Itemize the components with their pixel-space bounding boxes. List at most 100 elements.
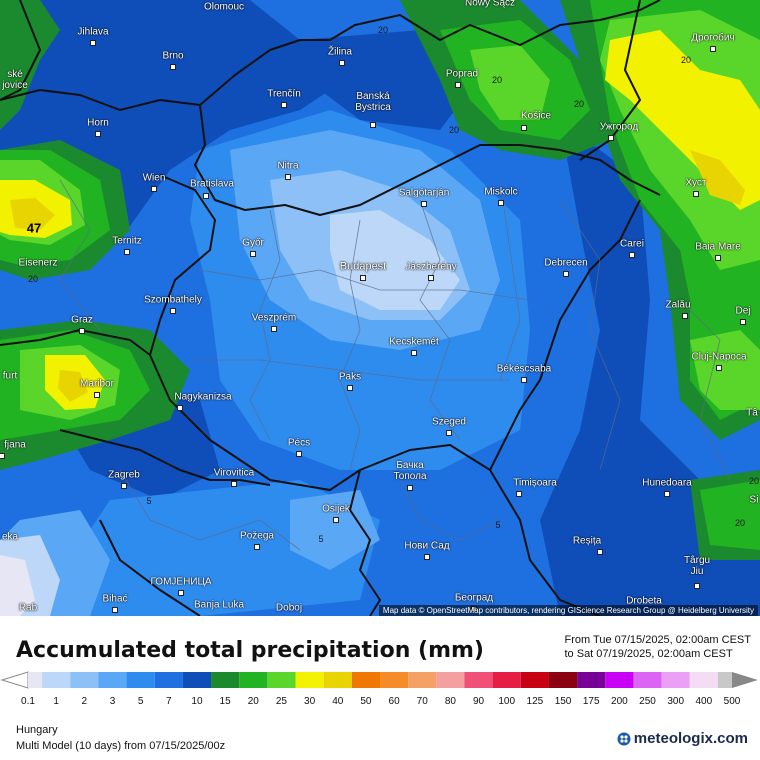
city-marker bbox=[597, 549, 603, 555]
legend-label: 30 bbox=[304, 696, 316, 707]
city-marker bbox=[178, 590, 184, 596]
city-label-ta: Tâ bbox=[746, 407, 758, 419]
city-label-gyor: Győr bbox=[242, 237, 264, 249]
city-label-salgotarjan: Salgótarján bbox=[398, 187, 450, 199]
brand-text: meteologix.com bbox=[633, 730, 748, 747]
city-label-ljubljana: fjana bbox=[4, 439, 26, 451]
city-label-doboj: Doboj bbox=[275, 602, 303, 614]
legend-arrow-left bbox=[0, 671, 29, 689]
legend-label: 150 bbox=[554, 696, 572, 707]
legend-swatch bbox=[380, 672, 409, 688]
legend-label: 80 bbox=[444, 696, 456, 707]
contour-label: 5 bbox=[495, 520, 501, 530]
contour-label: 20 bbox=[377, 25, 389, 35]
city-marker bbox=[231, 481, 237, 487]
city-label-ternitz: Ternitz bbox=[112, 235, 142, 247]
legend-label: 125 bbox=[526, 696, 544, 707]
time-range-end: to Sat 07/19/2025, 02:00am CEST bbox=[564, 648, 733, 660]
legend-label: 200 bbox=[611, 696, 628, 707]
contour-label: 20 bbox=[573, 99, 585, 109]
legend-label: 10 bbox=[191, 696, 203, 707]
city-marker bbox=[177, 405, 183, 411]
city-marker bbox=[296, 451, 302, 457]
legend-swatch bbox=[267, 672, 296, 688]
city-label-jihlava: Jihlava bbox=[77, 26, 109, 38]
contour-label: 20 bbox=[748, 476, 760, 486]
city-label-szombathely: Szombathely bbox=[144, 294, 202, 306]
city-label-resita: Reșița bbox=[572, 535, 602, 547]
city-label-horn: Horn bbox=[87, 117, 109, 129]
city-marker bbox=[411, 350, 417, 356]
city-marker bbox=[716, 365, 722, 371]
map-attribution[interactable]: Map data © OpenStreetMap contributors, r… bbox=[378, 605, 758, 616]
legend-swatch bbox=[295, 672, 324, 688]
city-marker bbox=[124, 249, 130, 255]
city-label-kosice: Košice bbox=[520, 110, 552, 122]
city-label-bihac: Bihać bbox=[102, 593, 128, 605]
city-marker bbox=[333, 517, 339, 523]
city-label-paks: Paks bbox=[338, 371, 362, 383]
city-marker bbox=[516, 491, 522, 497]
contour-label: 20 bbox=[491, 75, 503, 85]
city-label-kecskemet: Kecskemét bbox=[389, 336, 439, 348]
city-marker bbox=[360, 275, 366, 281]
city-marker bbox=[271, 326, 277, 332]
legend-swatch bbox=[351, 672, 380, 688]
city-marker bbox=[521, 377, 527, 383]
precipitation-map[interactable]: 47 20 20 20 20 20 20 20 5 5 5 20 Olomouc… bbox=[0, 0, 760, 616]
city-marker bbox=[250, 251, 256, 257]
city-marker bbox=[170, 64, 176, 70]
legend-label: 90 bbox=[472, 696, 485, 707]
city-label-baia-mare: Baia Mare bbox=[695, 241, 741, 253]
city-label-nowy-sacz: Nowy Sącz bbox=[464, 0, 516, 9]
legend-swatch bbox=[464, 672, 493, 688]
legend-label: 400 bbox=[695, 696, 713, 707]
city-label-bekescsaba: Békéscsaba bbox=[496, 363, 552, 375]
city-label-furt: furt bbox=[2, 370, 18, 382]
legend-label: 0.1 bbox=[21, 696, 35, 707]
legend-label: 70 bbox=[416, 696, 428, 707]
legend-swatch bbox=[323, 672, 352, 688]
legend-label: 60 bbox=[388, 696, 400, 707]
contour-label: 5 bbox=[318, 534, 324, 544]
city-label-zalau: Zalău bbox=[665, 299, 691, 311]
city-marker bbox=[151, 186, 157, 192]
brand-logo[interactable]: meteologix.com bbox=[617, 730, 748, 747]
city-label-budapest: Budapest bbox=[339, 260, 387, 273]
city-marker bbox=[339, 60, 345, 66]
city-marker bbox=[407, 485, 413, 491]
contour-label: 5 bbox=[146, 496, 152, 506]
max-value-label: 47 bbox=[26, 220, 42, 236]
contour-label: 20 bbox=[448, 125, 460, 135]
legend-label: 15 bbox=[219, 696, 231, 707]
city-marker bbox=[608, 135, 614, 141]
city-label-timisoara: Timișoara bbox=[513, 477, 557, 489]
legend-swatch bbox=[98, 672, 127, 688]
legend-swatch bbox=[408, 672, 437, 688]
legend-swatch bbox=[520, 672, 549, 688]
city-label-banska-bystrica: Banská Bystrica bbox=[355, 91, 391, 113]
city-marker bbox=[694, 583, 700, 589]
legend-swatch bbox=[492, 672, 521, 688]
legend-swatch bbox=[605, 672, 634, 688]
legend-swatch bbox=[28, 672, 43, 688]
city-marker bbox=[95, 131, 101, 137]
legend-label: 100 bbox=[498, 696, 516, 707]
city-label-budejovice: ské jovice bbox=[2, 69, 28, 91]
city-label-szeged: Szeged bbox=[432, 416, 466, 428]
city-marker bbox=[740, 319, 746, 325]
legend-swatch bbox=[182, 672, 212, 688]
city-marker bbox=[710, 46, 716, 52]
legend-label: 3 bbox=[109, 696, 116, 707]
city-marker bbox=[563, 271, 569, 277]
city-label-carei: Carei bbox=[620, 238, 644, 250]
legend-labels: 0.1 1 2 3 5 7 10 15 20 25 30 40 50 60 70 80 90 100 125 150 1… bbox=[0, 696, 760, 710]
city-marker bbox=[498, 200, 504, 206]
region-name: Hungary bbox=[16, 724, 58, 736]
brand-icon bbox=[617, 732, 631, 745]
city-label-drohobych: Дрогобич bbox=[691, 32, 735, 44]
contour-label: 20 bbox=[27, 274, 39, 284]
city-label-rijeka: eka bbox=[1, 531, 19, 543]
city-label-trencin: Trenčín bbox=[267, 88, 301, 100]
legend-label: 50 bbox=[360, 696, 372, 707]
